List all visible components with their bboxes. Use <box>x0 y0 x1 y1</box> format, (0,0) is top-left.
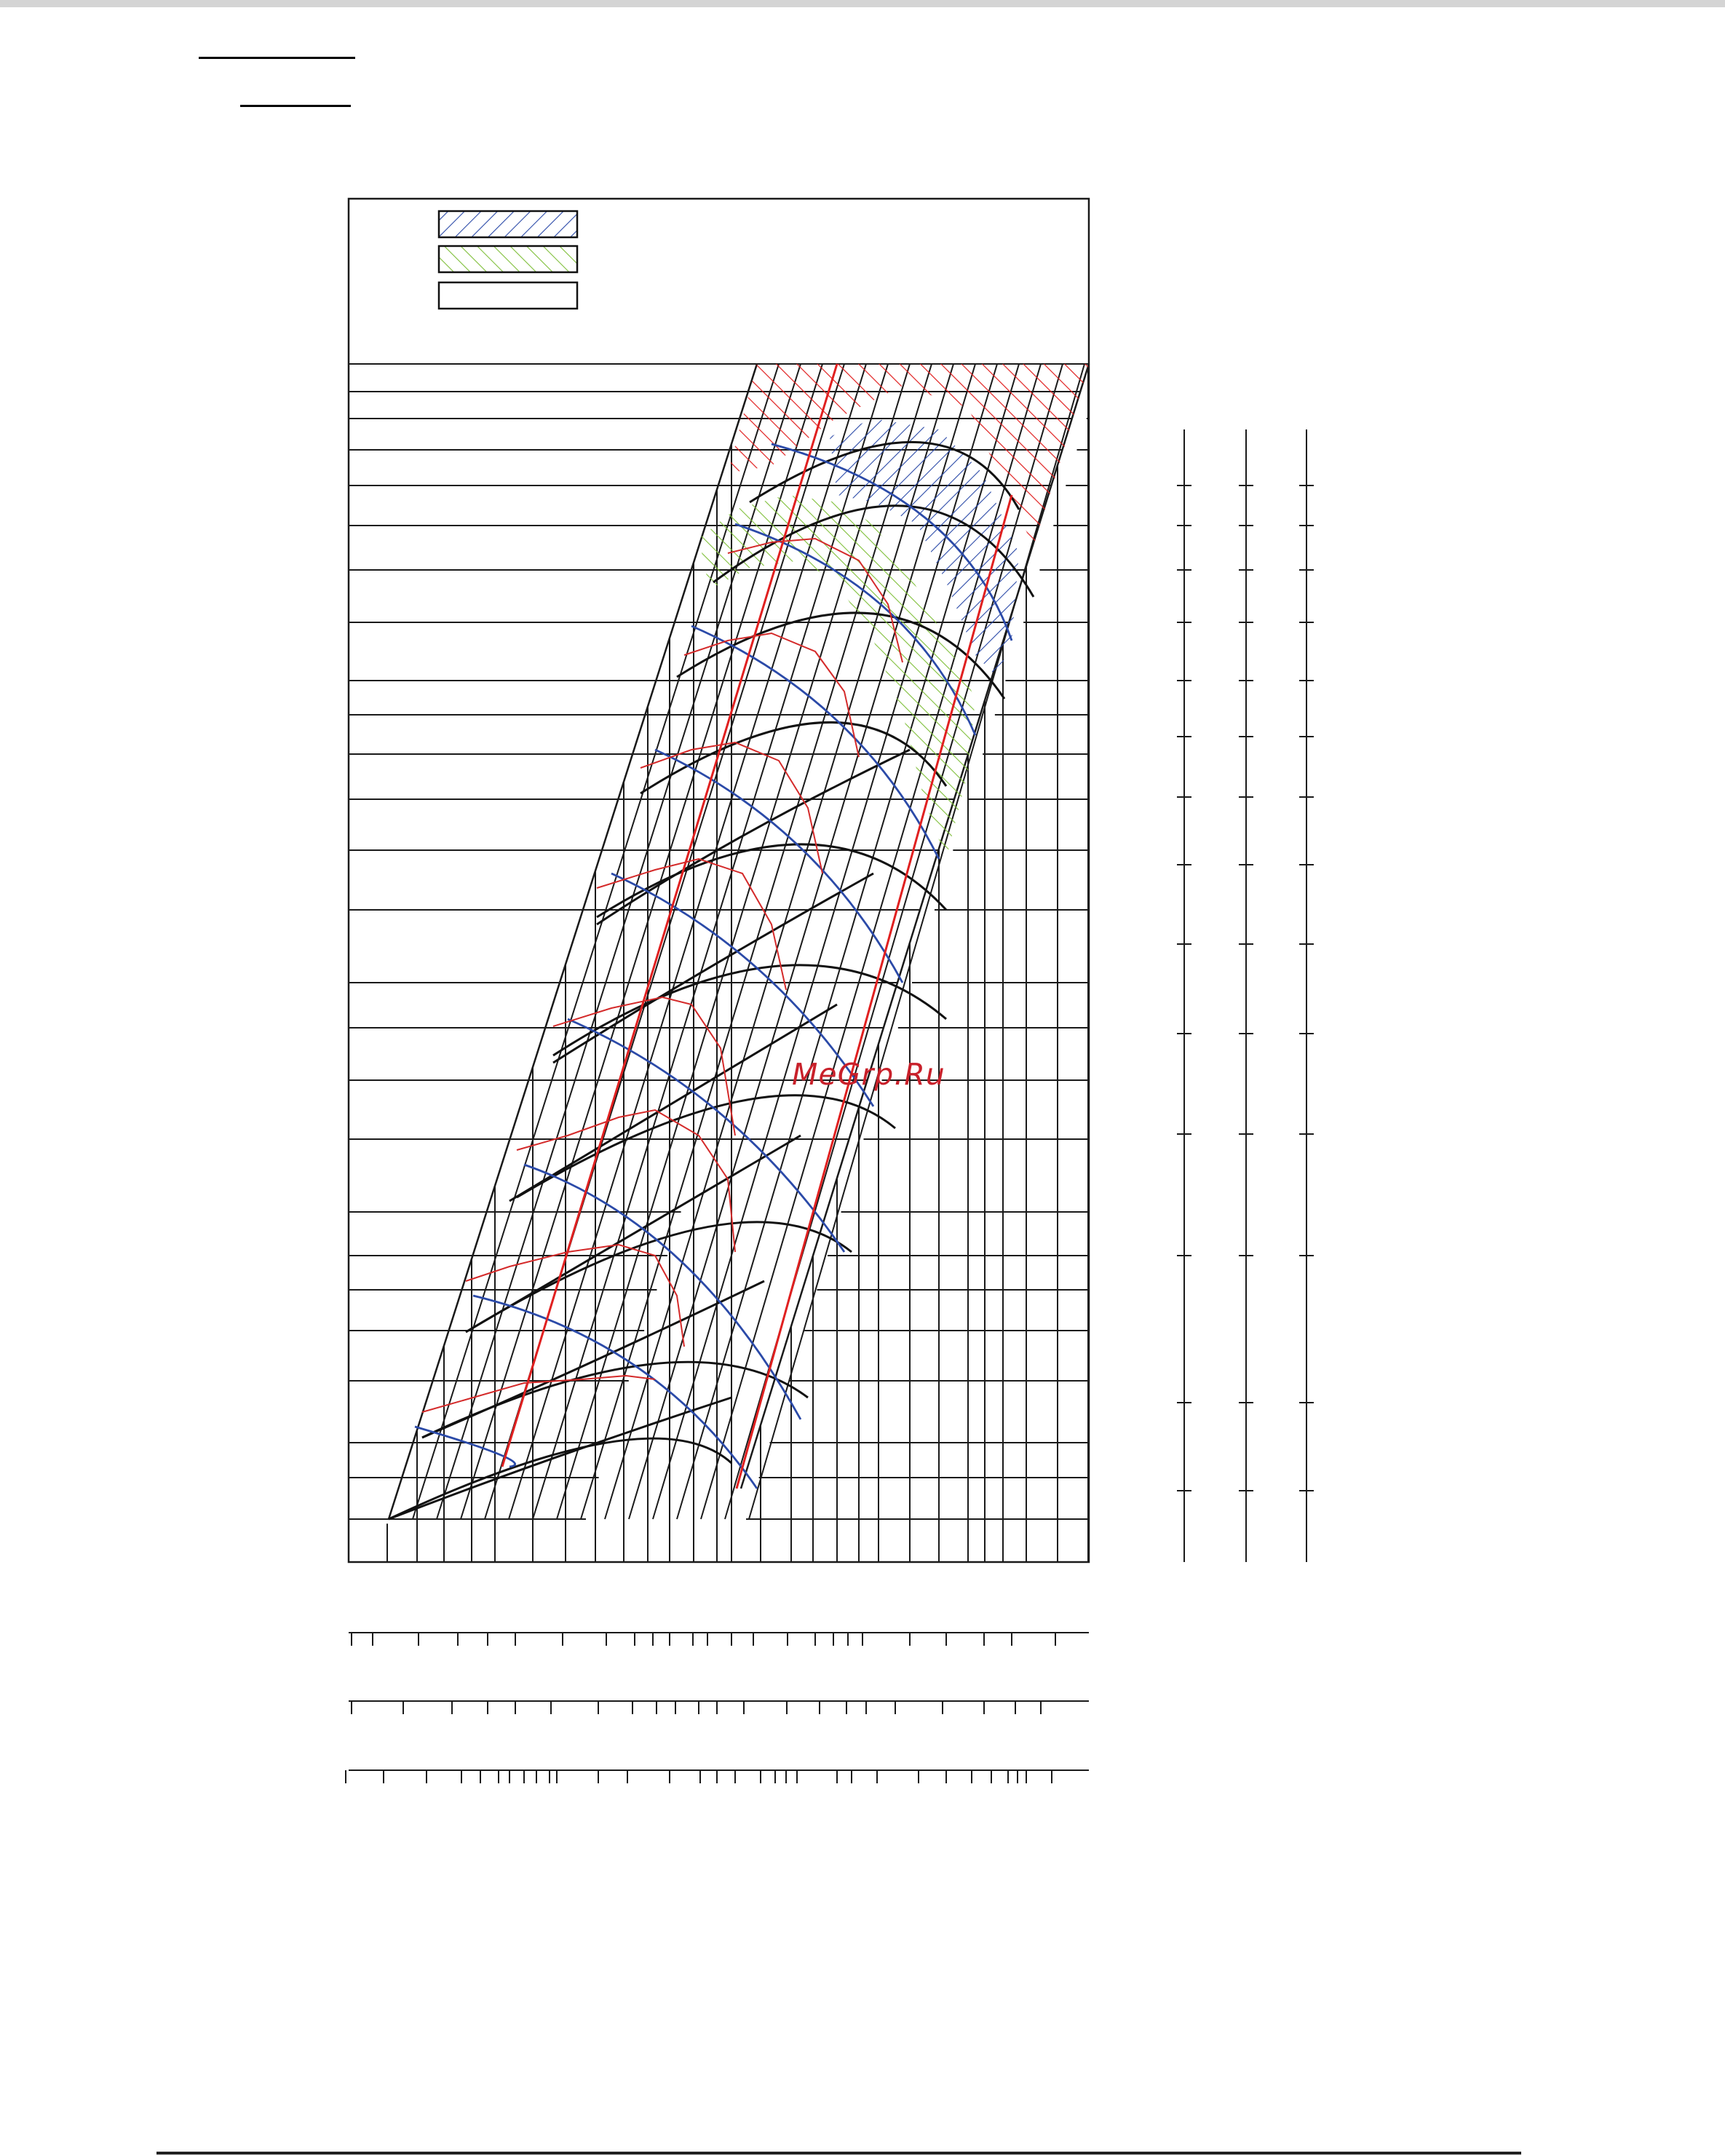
pump-curve-long <box>552 872 874 1064</box>
efficiency-curve <box>414 1425 516 1468</box>
npsh-curve <box>552 996 736 1136</box>
region-edge-left <box>387 363 758 1520</box>
side-scales <box>1177 429 1314 1562</box>
npsh-curve <box>683 632 860 758</box>
watermark: MeGrp.Ru <box>792 1057 945 1092</box>
pump-curve-long <box>509 1003 838 1202</box>
efficiency-curve <box>472 1294 758 1489</box>
operating-line-2 <box>735 494 1013 1489</box>
pump-curve <box>552 964 947 1057</box>
header-rule-2 <box>240 105 351 107</box>
efficiency-curve <box>611 872 875 1107</box>
zone-allowed <box>699 495 975 859</box>
npsh-curve <box>465 1243 685 1347</box>
pump-curve <box>465 1221 852 1333</box>
zone-excluded <box>728 364 1089 546</box>
page-top-bar <box>0 0 1725 7</box>
pump-curve-long <box>465 1134 801 1333</box>
pump-curve <box>596 843 948 919</box>
operating-line-1 <box>501 363 838 1467</box>
pump-curve-long <box>388 1396 732 1521</box>
legend-swatch-blank <box>437 281 579 310</box>
footer-rule <box>156 2152 1521 2155</box>
bottom-scales <box>345 1632 1089 1783</box>
pump-curve <box>421 1360 809 1439</box>
npsh-curve <box>516 1109 736 1253</box>
pump-curve-long <box>596 748 911 926</box>
pump-curve <box>749 441 1020 510</box>
legend-swatch-allowed <box>437 245 579 274</box>
diag-gridline <box>628 364 976 1520</box>
pump-curve <box>676 611 1006 699</box>
pump-curve <box>516 1094 896 1199</box>
efficiency-curve <box>771 443 1013 641</box>
legend <box>437 210 579 310</box>
header-rule-1 <box>199 57 355 59</box>
curves <box>388 363 1035 1521</box>
npsh-curve <box>596 857 787 991</box>
pump-curve-long <box>421 1280 765 1439</box>
npsh-curve <box>727 537 903 663</box>
efficiency-curve <box>567 1018 846 1253</box>
legend-swatch-recommended <box>437 210 579 239</box>
zones <box>699 364 1089 859</box>
pump-curve <box>640 721 948 795</box>
efficiency-curve <box>691 625 940 860</box>
pump-curve <box>388 1437 733 1521</box>
npsh-curve <box>640 741 823 874</box>
npsh-curve <box>421 1374 656 1413</box>
pump-curve <box>713 504 1035 598</box>
region-edge-right <box>739 363 1090 1489</box>
efficiency-curve <box>654 748 904 983</box>
zone-recommended <box>830 419 1019 677</box>
